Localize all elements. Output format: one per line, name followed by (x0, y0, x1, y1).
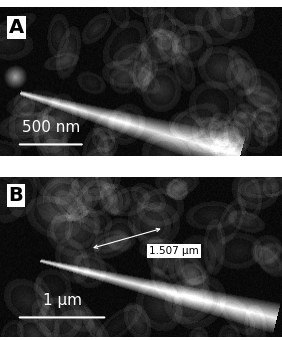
Text: 1.507 μm: 1.507 μm (149, 246, 199, 256)
Text: B: B (8, 186, 23, 205)
Text: 1 μm: 1 μm (43, 293, 81, 308)
Text: A: A (8, 18, 24, 37)
Text: 500 nm: 500 nm (22, 120, 80, 135)
